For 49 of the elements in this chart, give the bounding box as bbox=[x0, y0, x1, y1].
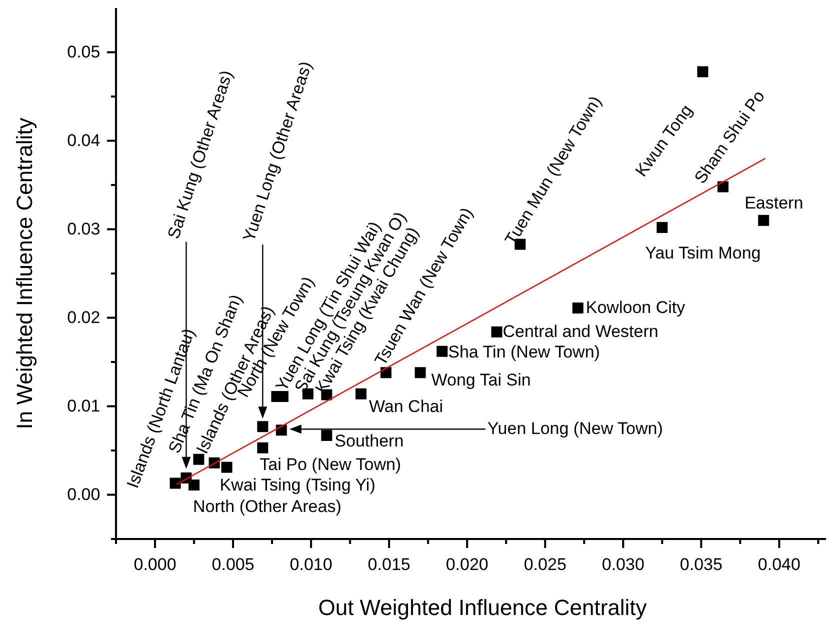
x-axis-title: Out Weighted Influence Centrality bbox=[318, 595, 647, 620]
x-tick-label: 0.005 bbox=[212, 555, 254, 574]
x-tick-label: 0.010 bbox=[290, 555, 332, 574]
x-tick-label: 0.025 bbox=[524, 555, 566, 574]
annotation: Southern bbox=[334, 431, 404, 450]
point bbox=[321, 430, 332, 441]
point bbox=[276, 424, 287, 436]
point bbox=[656, 222, 668, 233]
point bbox=[436, 346, 448, 357]
y-tick-label: 0.03 bbox=[67, 220, 100, 239]
point bbox=[355, 388, 366, 400]
annotation: Yuen Long (New Town) bbox=[487, 419, 663, 438]
x-tick-label: 0.015 bbox=[368, 555, 410, 574]
annotation: Yuen Long (Other Areas) bbox=[239, 59, 316, 244]
point bbox=[277, 391, 288, 402]
point bbox=[221, 462, 232, 473]
y-tick-label: 0.00 bbox=[67, 485, 100, 504]
y-tick-label: 0.05 bbox=[67, 42, 100, 62]
point bbox=[380, 367, 392, 378]
annotation: Central and Western bbox=[502, 322, 658, 341]
point bbox=[414, 367, 426, 378]
x-tick-label: 0.035 bbox=[680, 555, 722, 574]
y-tick-label: 0.04 bbox=[67, 131, 100, 150]
x-tick-label: 0.020 bbox=[446, 555, 488, 574]
annotation: Kwai Tsing (Tsing Yi) bbox=[220, 475, 376, 494]
y-axis-title: In Weighted Influence Centrality bbox=[12, 118, 37, 430]
annotation: Yau Tsim Mong bbox=[645, 243, 761, 262]
point bbox=[758, 214, 770, 226]
point bbox=[257, 442, 268, 454]
point bbox=[193, 454, 204, 465]
annotation: Wan Chai bbox=[368, 396, 444, 416]
annotation: Kowloon City bbox=[586, 298, 686, 318]
y-tick-label: 0.02 bbox=[67, 308, 100, 328]
point bbox=[188, 480, 200, 491]
annotation: Wong Tai Sin bbox=[431, 370, 531, 390]
x-tick-label: 0.030 bbox=[602, 555, 644, 574]
annotation: North (Other Areas) bbox=[193, 497, 342, 516]
point bbox=[170, 478, 181, 489]
x-tick-label: 0.000 bbox=[134, 555, 176, 574]
point bbox=[257, 421, 268, 432]
annotation: Sai Kung (Other Areas) bbox=[164, 68, 236, 242]
x-tick-label: 0.040 bbox=[758, 555, 800, 574]
point bbox=[697, 66, 708, 78]
annotation: Eastern bbox=[744, 193, 804, 212]
y-tick-label: 0.01 bbox=[67, 396, 100, 416]
point bbox=[491, 326, 502, 338]
annotation: Sha Tin (New Town) bbox=[448, 342, 600, 362]
annotation: Tai Po (New Town) bbox=[260, 454, 402, 474]
point bbox=[572, 302, 584, 314]
